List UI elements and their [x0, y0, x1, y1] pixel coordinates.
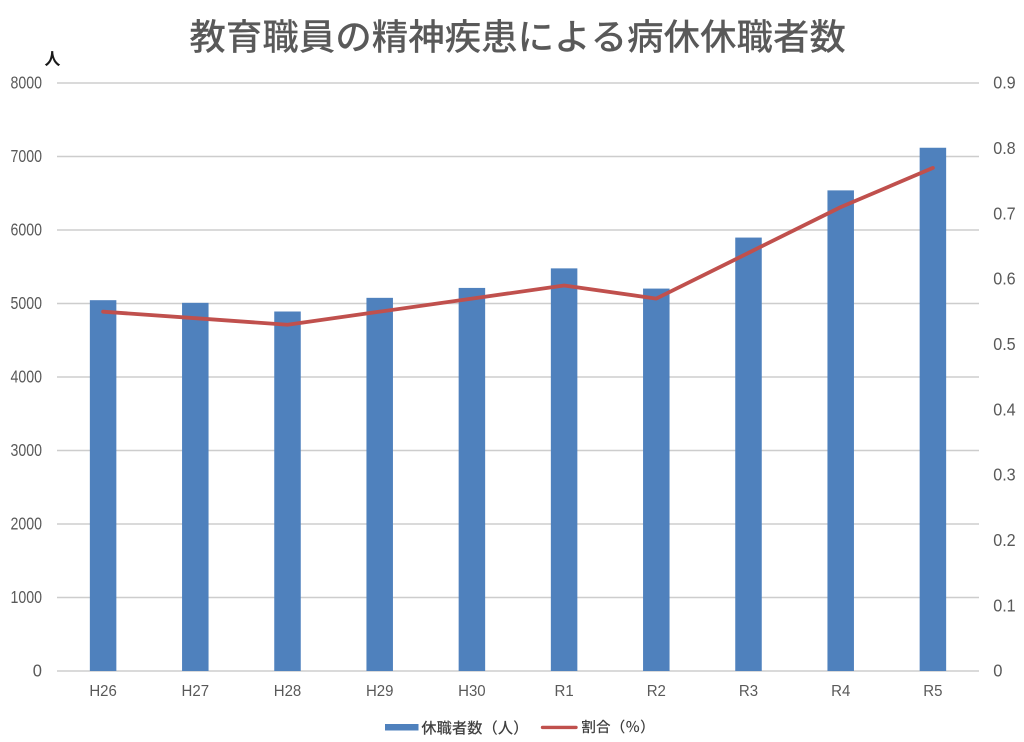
svg-text:0.2: 0.2 — [993, 530, 1016, 550]
svg-text:6000: 6000 — [11, 220, 43, 240]
svg-text:H30: H30 — [458, 683, 486, 700]
svg-text:4000: 4000 — [11, 367, 43, 387]
svg-text:R3: R3 — [739, 683, 758, 700]
svg-text:0.9: 0.9 — [993, 73, 1016, 93]
svg-text:0.4: 0.4 — [993, 399, 1016, 419]
svg-text:0.3: 0.3 — [993, 465, 1016, 485]
svg-text:0.5: 0.5 — [993, 334, 1016, 354]
svg-text:7000: 7000 — [11, 146, 43, 166]
svg-text:H27: H27 — [182, 683, 210, 700]
svg-text:1000: 1000 — [11, 587, 43, 607]
svg-text:R4: R4 — [831, 683, 851, 700]
svg-text:H29: H29 — [366, 683, 394, 700]
svg-text:8000: 8000 — [11, 73, 43, 93]
svg-text:H28: H28 — [274, 683, 302, 700]
svg-text:0.8: 0.8 — [993, 138, 1016, 158]
svg-text:R5: R5 — [923, 683, 943, 700]
svg-text:0: 0 — [993, 661, 1002, 681]
svg-text:H26: H26 — [89, 683, 117, 700]
svg-text:5000: 5000 — [11, 293, 43, 313]
svg-text:2000: 2000 — [11, 514, 43, 534]
svg-text:R1: R1 — [555, 683, 574, 700]
svg-text:R2: R2 — [647, 683, 666, 700]
svg-text:0.1: 0.1 — [993, 595, 1016, 615]
svg-text:0: 0 — [33, 661, 42, 681]
svg-text:0.7: 0.7 — [993, 203, 1016, 223]
svg-text:3000: 3000 — [11, 440, 43, 460]
svg-text:0.6: 0.6 — [993, 269, 1016, 289]
